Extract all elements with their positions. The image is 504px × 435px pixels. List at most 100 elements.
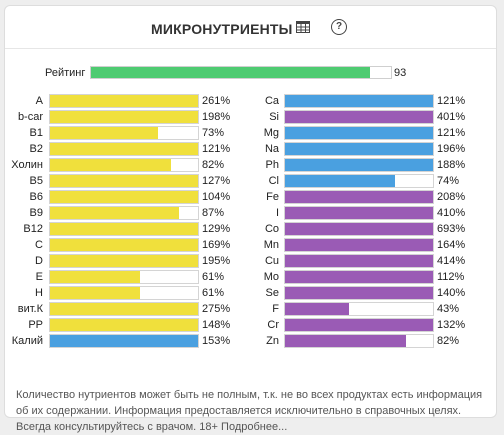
- nutrient-percent: 153%: [202, 335, 231, 347]
- nutrient-bar-fill: [50, 207, 179, 219]
- nutrient-bar-fill: [285, 255, 433, 267]
- nutrient-row: Ph 188%: [5, 158, 496, 173]
- nutrient-label: Mn: [263, 239, 279, 251]
- nutrient-row: C 169%: [5, 238, 496, 253]
- nutrient-bar: [284, 270, 434, 284]
- nutrient-bar: [49, 334, 199, 348]
- nutrient-label: PP: [28, 319, 43, 331]
- nutrient-percent: 208%: [437, 191, 466, 203]
- nutrient-bar-fill: [285, 159, 433, 171]
- nutrient-row: Ca 121%: [5, 94, 496, 109]
- nutrient-row: Cl 74%: [5, 174, 496, 189]
- nutrient-label: B6: [29, 191, 43, 203]
- nutrient-bar-fill: [50, 271, 141, 283]
- nutrient-bar-fill: [285, 319, 433, 331]
- nutrient-bar: [49, 270, 199, 284]
- disclaimer-text: Количество нутриентов может быть не полн…: [16, 387, 486, 435]
- nutrient-bar-fill: [50, 95, 198, 107]
- nutrient-percent: 74%: [437, 175, 460, 187]
- nutrient-row: Na 196%: [5, 142, 496, 157]
- nutrient-bar-fill: [285, 191, 433, 203]
- nutrient-label: B1: [29, 127, 43, 139]
- nutrient-row: I 410%: [5, 206, 496, 221]
- nutrient-label: F: [272, 303, 279, 315]
- nutrient-label: Калий: [11, 335, 43, 347]
- nutrient-bar-fill: [50, 255, 198, 267]
- nutrient-bar: [49, 142, 199, 156]
- nutrient-percent: 275%: [202, 303, 231, 315]
- nutrient-bar: [49, 190, 199, 204]
- nutrient-row: Cr 132%: [5, 318, 496, 333]
- nutrient-row: B1 73%: [5, 126, 496, 141]
- nutrient-percent: 112%: [437, 271, 465, 283]
- nutrient-bar-fill: [285, 207, 433, 219]
- nutrient-bar-fill: [285, 95, 433, 107]
- nutrient-row: H 61%: [5, 286, 496, 301]
- nutrient-bar: [49, 158, 199, 172]
- help-icon[interactable]: ?: [331, 19, 347, 35]
- nutrient-percent: 169%: [202, 239, 231, 251]
- nutrient-label: вит.К: [17, 303, 43, 315]
- rating-bar: [90, 66, 392, 79]
- nutrient-bar: [284, 174, 434, 188]
- nutrient-label: Mo: [263, 271, 279, 283]
- nutrient-percent: 82%: [437, 335, 460, 347]
- nutrient-row: D 195%: [5, 254, 496, 269]
- nutrient-label: D: [35, 255, 43, 267]
- nutrient-bar-fill: [50, 287, 141, 299]
- nutrient-percent: 196%: [437, 143, 466, 155]
- nutrient-row: вит.К 275%: [5, 302, 496, 317]
- nutrient-row: Калий 153%: [5, 334, 496, 349]
- nutrient-bar-fill: [285, 271, 433, 283]
- nutrient-bar-fill: [50, 319, 198, 331]
- nutrient-row: F 43%: [5, 302, 496, 317]
- nutrient-label: Si: [269, 111, 279, 123]
- nutrient-percent: 401%: [437, 111, 466, 123]
- nutrient-bar: [49, 110, 199, 124]
- rating-bar-fill: [91, 67, 370, 78]
- nutrient-label: b-car: [17, 111, 43, 123]
- nutrient-percent: 410%: [437, 207, 466, 219]
- nutrient-row: B2 121%: [5, 142, 496, 157]
- more-link[interactable]: Подробнее...: [221, 421, 288, 433]
- nutrient-bar: [284, 318, 434, 332]
- nutrient-label: C: [35, 239, 43, 251]
- nutrient-percent: 87%: [202, 207, 225, 219]
- card-title: МИКРОНУТРИЕНТЫ: [151, 21, 293, 37]
- nutrient-label: Zn: [266, 335, 279, 347]
- nutrient-row: Mn 164%: [5, 238, 496, 253]
- nutrient-bar: [284, 286, 434, 300]
- nutrient-bar: [49, 174, 199, 188]
- nutrient-percent: 121%: [437, 127, 466, 139]
- nutrient-row: Mo 112%: [5, 270, 496, 285]
- nutrient-bar-fill: [50, 335, 198, 347]
- nutrient-bar-fill: [50, 159, 172, 171]
- nutrient-label: H: [35, 287, 43, 299]
- nutrient-bar: [49, 238, 199, 252]
- nutrient-bar-fill: [285, 335, 407, 347]
- nutrient-bar: [284, 142, 434, 156]
- nutrient-label: B12: [23, 223, 43, 235]
- nutrient-bar-fill: [285, 287, 433, 299]
- nutrient-row: A 261%: [5, 94, 496, 109]
- nutrient-bar-fill: [285, 127, 433, 139]
- nutrient-label: A: [35, 95, 43, 107]
- nutrient-percent: 61%: [202, 271, 225, 283]
- nutrient-bar: [284, 222, 434, 236]
- nutrient-bar: [284, 254, 434, 268]
- nutrient-label: Cl: [268, 175, 279, 187]
- nutrient-label: I: [275, 207, 279, 219]
- rating-label: Рейтинг: [45, 67, 86, 79]
- nutrient-percent: 261%: [202, 95, 231, 107]
- nutrient-label: Mg: [263, 127, 279, 139]
- nutrient-bar: [284, 238, 434, 252]
- nutrient-bar: [284, 126, 434, 140]
- nutrient-bar: [49, 222, 199, 236]
- nutrient-row: Холин 82%: [5, 158, 496, 173]
- table-icon[interactable]: [296, 21, 310, 33]
- nutrient-row: b-car 198%: [5, 110, 496, 125]
- nutrient-row: Zn 82%: [5, 334, 496, 349]
- nutrient-bar-fill: [50, 223, 198, 235]
- nutrient-bar-fill: [285, 143, 433, 155]
- nutrient-percent: 198%: [202, 111, 231, 123]
